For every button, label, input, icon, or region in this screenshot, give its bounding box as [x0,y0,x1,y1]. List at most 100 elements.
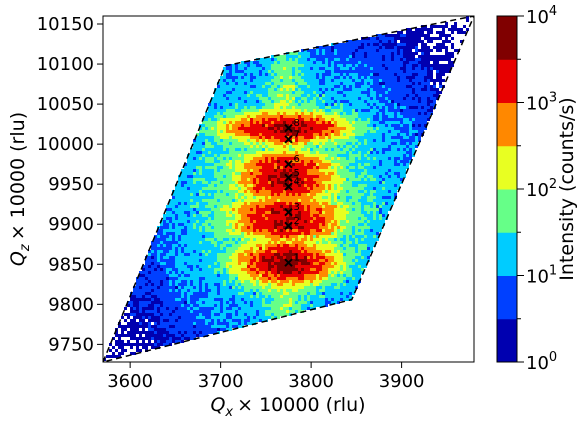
heatmap-cell [289,88,292,91]
heatmap-cell [238,241,241,244]
heatmap-cell [352,112,355,115]
heatmap-cell [244,70,247,73]
heatmap-cell [400,82,403,85]
heatmap-cell [274,127,277,130]
heatmap-cell [232,226,235,229]
heatmap-cell [322,220,325,223]
heatmap-cell [391,115,394,118]
heatmap-cell [280,187,283,190]
heatmap-cell [226,76,229,79]
heatmap-cell [355,40,358,43]
heatmap-cell [409,157,412,160]
heatmap-cell [226,235,229,238]
heatmap-cell [418,73,421,76]
heatmap-cell [172,217,175,220]
heatmap-cell [268,202,271,205]
heatmap-cell [262,220,265,223]
heatmap-cell [370,49,373,52]
heatmap-cell [259,178,262,181]
heatmap-cell [217,142,220,145]
heatmap-cell [256,148,259,151]
heatmap-cell [340,85,343,88]
heatmap-cell [262,118,265,121]
heatmap-cell [427,112,430,115]
heatmap-cell [265,103,268,106]
heatmap-cell [277,112,280,115]
heatmap-cell [226,91,229,94]
heatmap-cell [397,97,400,100]
heatmap-cell [301,178,304,181]
heatmap-cell [364,226,367,229]
heatmap-cell [304,49,307,52]
heatmap-cell [232,121,235,124]
heatmap-cell [400,121,403,124]
heatmap-cell [364,151,367,154]
heatmap-cell [334,115,337,118]
heatmap-cell [229,133,232,136]
heatmap-cell [379,154,382,157]
heatmap-cell [397,166,400,169]
heatmap-cell [355,133,358,136]
heatmap-cell [403,97,406,100]
heatmap-cell [358,85,361,88]
heatmap-cell [244,178,247,181]
heatmap-cell [394,64,397,67]
heatmap-cell [343,187,346,190]
heatmap-cell [301,82,304,85]
heatmap-cell [370,190,373,193]
heatmap-cell [406,49,409,52]
heatmap-cell [244,223,247,226]
heatmap-cell [373,91,376,94]
heatmap-cell [205,226,208,229]
heatmap-cell [394,73,397,76]
heatmap-cell [220,241,223,244]
heatmap-cell [214,118,217,121]
heatmap-cell [385,148,388,151]
heatmap-cell [214,91,217,94]
heatmap-cell [211,217,214,220]
heatmap-cell [400,70,403,73]
heatmap-cell [337,136,340,139]
heatmap-cell [301,118,304,121]
heatmap-cell [370,82,373,85]
heatmap-cell [280,169,283,172]
heatmap-cell [193,220,196,223]
heatmap-cell [364,163,367,166]
heatmap-cell [313,217,316,220]
heatmap-cell [223,97,226,100]
heatmap-cell [352,199,355,202]
heatmap-cell [433,61,436,64]
heatmap-cell [274,136,277,139]
heatmap-cell [181,229,184,232]
heatmap-cell [376,40,379,43]
heatmap-cell [292,175,295,178]
heatmap-cell [343,61,346,64]
heatmap-cell [214,175,217,178]
heatmap-cell [244,148,247,151]
heatmap-cell [409,151,412,154]
heatmap-cell [346,103,349,106]
heatmap-cell [289,109,292,112]
heatmap-cell [256,142,259,145]
heatmap-cell [262,145,265,148]
heatmap-cell [244,124,247,127]
heatmap-cell [367,64,370,67]
heatmap-cell [400,148,403,151]
heatmap-cell [307,175,310,178]
heatmap-cell [238,157,241,160]
heatmap-cell [391,196,394,199]
heatmap-cell [238,193,241,196]
heatmap-cell [262,85,265,88]
heatmap-cell [298,91,301,94]
heatmap-cell [214,163,217,166]
heatmap-cell [421,55,424,58]
heatmap-cell [394,70,397,73]
heatmap-cell [343,136,346,139]
heatmap-cell [265,121,268,124]
heatmap-cell [220,76,223,79]
heatmap-cell [379,229,382,232]
heatmap-cell [250,118,253,121]
heatmap-cell [235,130,238,133]
heatmap-cell [226,121,229,124]
